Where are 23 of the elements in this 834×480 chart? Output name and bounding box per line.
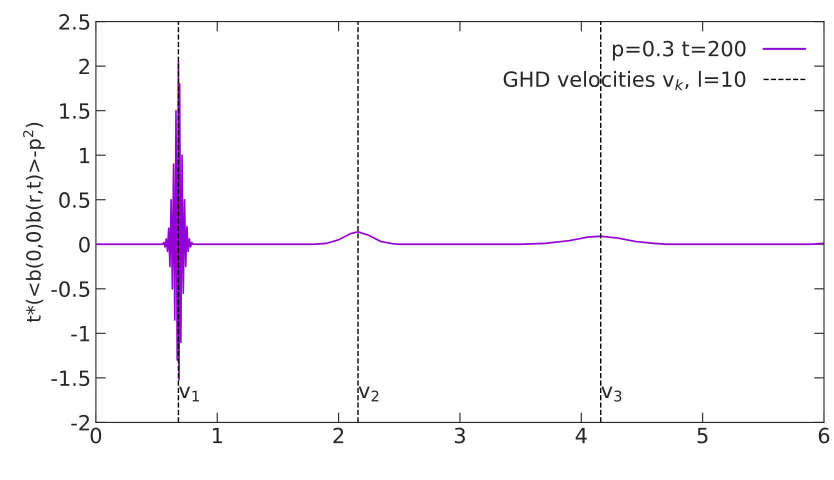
y-tick-label: 1.5 <box>60 103 90 119</box>
ref-line-label: v$_{1}$ <box>179 386 199 402</box>
ref-line-label: v$_{2}$ <box>358 386 378 402</box>
x-tick-label: 2 <box>334 428 344 444</box>
x-tick-label: 6 <box>818 428 830 444</box>
x-tick-label: 0 <box>90 428 102 444</box>
y-tick-label: 1 <box>80 148 90 164</box>
y-tick-label: -1 <box>71 326 90 342</box>
annotation: GHD velocities v$_{k}$, l=10 <box>504 70 746 90</box>
ref-line-label: v$_{3}$ <box>601 386 622 402</box>
y-tick-label: -1.5 <box>51 370 90 386</box>
y-axis-title: t*(<b(0,0)b(r,t)>-p$^{2}$) <box>23 122 45 322</box>
y-tick-label: 0.5 <box>59 192 90 208</box>
legend-label: p=0.3 t=200 <box>612 40 746 61</box>
y-tick-label: -2 <box>71 414 89 430</box>
x-tick-label: 5 <box>698 428 708 444</box>
y-tick-label: -0.5 <box>51 281 90 298</box>
x-tick-label: 1 <box>212 428 222 444</box>
x-tick-label: 4 <box>576 428 587 444</box>
y-tick-label: 0 <box>79 236 90 252</box>
y-tick-label: 2.5 <box>59 14 90 30</box>
y-tick-label: 2 <box>79 58 89 74</box>
x-tick-label: 3 <box>454 428 465 444</box>
